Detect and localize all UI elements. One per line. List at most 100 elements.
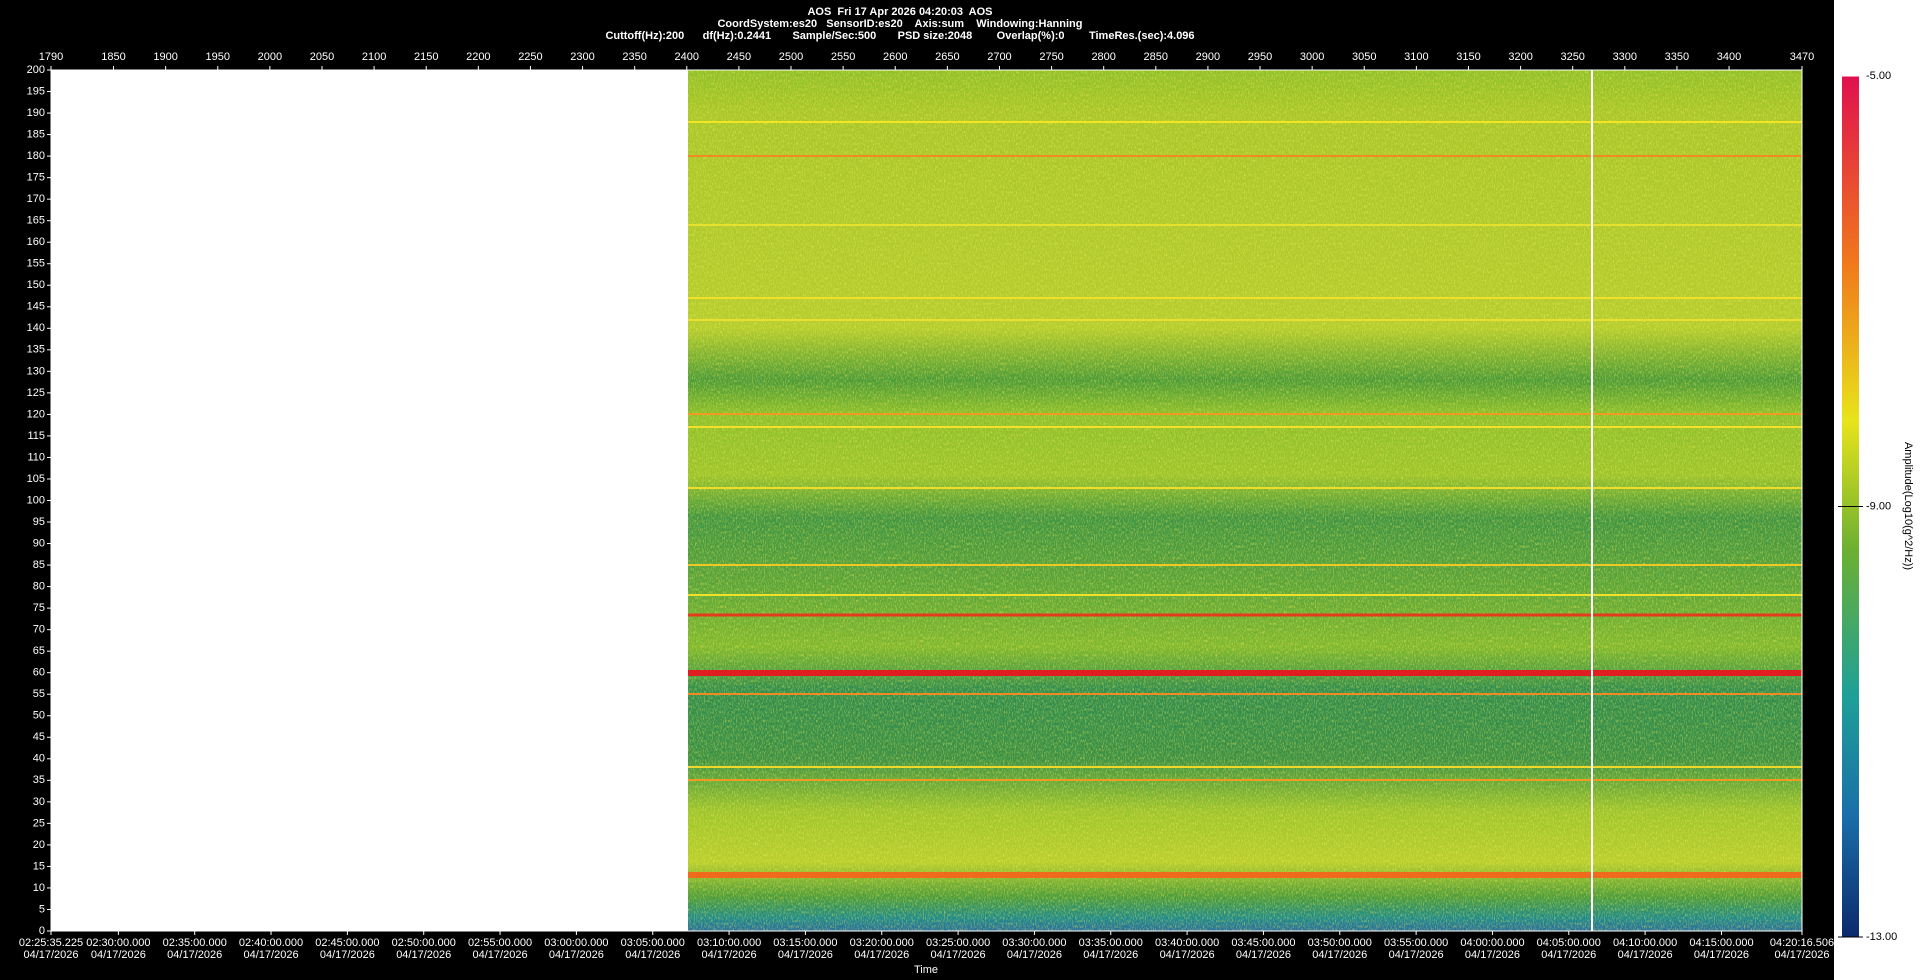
x-tick-date: 04/17/2026 (167, 949, 222, 961)
y-tick-label: 35 (33, 774, 45, 786)
y-tick-label: 145 (27, 301, 45, 313)
x-tick-date: 04/17/2026 (1541, 949, 1596, 961)
top-tick-label: 2200 (466, 51, 490, 63)
top-tick-label: 3050 (1352, 51, 1376, 63)
y-tick-label: 40 (33, 753, 45, 765)
x-tick-label: 03:25:00.000 (926, 937, 990, 949)
x-tick-label: 03:35:00.000 (1079, 937, 1143, 949)
x-tick-date: 04/17/2026 (854, 949, 909, 961)
top-tick-label: 1850 (101, 51, 125, 63)
y-tick-label: 110 (27, 451, 45, 463)
x-tick-date: 04/17/2026 (931, 949, 986, 961)
x-tick-label: 03:30:00.000 (1002, 937, 1066, 949)
x-tick-label: 03:05:00.000 (621, 937, 685, 949)
top-tick-label: 2700 (987, 51, 1011, 63)
x-axis-label: Time (914, 964, 938, 976)
top-tick-label: 2650 (935, 51, 959, 63)
x-tick-label: 03:55:00.000 (1384, 937, 1448, 949)
x-tick-label: 04:20:16.506 (1770, 937, 1834, 949)
x-tick-label: 04:00:00.000 (1460, 937, 1524, 949)
x-tick-date: 04/17/2026 (473, 949, 528, 961)
y-tick-label: 100 (27, 494, 45, 506)
y-tick-label: 160 (27, 236, 45, 248)
x-tick-date: 04/17/2026 (396, 949, 451, 961)
top-tick-label: 2350 (622, 51, 646, 63)
x-tick-date: 04/17/2026 (1312, 949, 1367, 961)
x-tick-date: 04/17/2026 (1694, 949, 1749, 961)
x-tick-date: 04/17/2026 (244, 949, 299, 961)
y-tick-label: 115 (27, 430, 45, 442)
y-tick-label: 170 (27, 193, 45, 205)
subtitle: Cuttoff(Hz):200 df(Hz):0.2441 Sample/Sec… (605, 30, 1194, 42)
x-tick-label: 03:15:00.000 (773, 937, 837, 949)
x-tick-date: 04/17/2026 (23, 949, 78, 961)
x-tick-date: 04/17/2026 (702, 949, 757, 961)
y-tick-label: 155 (27, 258, 45, 270)
x-tick-label: 02:45:00.000 (315, 937, 379, 949)
top-tick-label: 1950 (206, 51, 230, 63)
x-tick-label: 02:35:00.000 (163, 937, 227, 949)
colorbar-label: Amplitude(Log10(g^2/Hz)) (1902, 442, 1914, 570)
top-tick-label: 2450 (727, 51, 751, 63)
top-tick-label: 2100 (362, 51, 386, 63)
y-tick-label: 105 (27, 473, 45, 485)
top-tick-label: 3350 (1665, 51, 1689, 63)
x-tick-label: 03:45:00.000 (1231, 937, 1295, 949)
top-tick-label: 3470 (1790, 51, 1814, 63)
x-tick-label: 03:00:00.000 (544, 937, 608, 949)
x-tick-date: 04/17/2026 (1618, 949, 1673, 961)
top-tick-label: 2050 (310, 51, 334, 63)
top-tick-label: 2900 (1196, 51, 1220, 63)
x-tick-date: 04/17/2026 (549, 949, 604, 961)
x-tick-date: 04/17/2026 (320, 949, 375, 961)
top-tick-label: 2800 (1091, 51, 1115, 63)
y-tick-label: 20 (33, 839, 45, 851)
colorbar-tick-label: -5.00 (1866, 70, 1891, 82)
x-tick-label: 02:55:00.000 (468, 937, 532, 949)
x-tick-date: 04/17/2026 (1236, 949, 1291, 961)
x-tick-label: 03:40:00.000 (1155, 937, 1219, 949)
y-tick-label: 15 (33, 860, 45, 872)
y-tick-label: 75 (33, 602, 45, 614)
top-tick-label: 3250 (1560, 51, 1584, 63)
y-tick-label: 65 (33, 645, 45, 657)
y-tick-label: 10 (33, 882, 45, 894)
x-tick-label: 03:50:00.000 (1308, 937, 1372, 949)
y-tick-label: 165 (27, 215, 45, 227)
y-tick-label: 175 (27, 172, 45, 184)
top-tick-label: 3150 (1456, 51, 1480, 63)
top-tick-label: 3400 (1717, 51, 1741, 63)
y-tick-label: 60 (33, 667, 45, 679)
top-tick-label: 1900 (153, 51, 177, 63)
y-tick-label: 5 (39, 903, 45, 915)
y-tick-label: 0 (39, 925, 45, 937)
y-tick-label: 150 (27, 279, 45, 291)
y-tick-label: 125 (27, 387, 45, 399)
y-tick-label: 95 (33, 516, 45, 528)
y-tick-label: 85 (33, 559, 45, 571)
top-tick-label: 2950 (1248, 51, 1272, 63)
x-tick-date: 04/17/2026 (1774, 949, 1829, 961)
empty-region (51, 70, 688, 931)
x-tick-label: 03:20:00.000 (850, 937, 914, 949)
x-tick-label: 04:15:00.000 (1689, 937, 1753, 949)
top-tick-label: 2000 (258, 51, 282, 63)
top-tick-label: 2400 (675, 51, 699, 63)
y-tick-label: 45 (33, 731, 45, 743)
x-tick-label: 02:30:00.000 (86, 937, 150, 949)
top-tick-label: 2850 (1144, 51, 1168, 63)
chart-title: AOS Fri 17 Apr 2026 04:20:03 AOS (807, 6, 992, 18)
y-tick-label: 195 (27, 85, 45, 97)
top-tick-label: 3000 (1300, 51, 1324, 63)
y-tick-label: 70 (33, 624, 45, 636)
y-tick-label: 80 (33, 581, 45, 593)
y-tick-label: 25 (33, 817, 45, 829)
top-tick-label: 2150 (414, 51, 438, 63)
y-tick-label: 180 (27, 150, 45, 162)
y-tick-label: 30 (33, 796, 45, 808)
x-tick-date: 04/17/2026 (778, 949, 833, 961)
x-tick-label: 02:50:00.000 (392, 937, 456, 949)
top-tick-label: 2500 (779, 51, 803, 63)
x-tick-date: 04/17/2026 (1389, 949, 1444, 961)
x-tick-date: 04/17/2026 (625, 949, 680, 961)
